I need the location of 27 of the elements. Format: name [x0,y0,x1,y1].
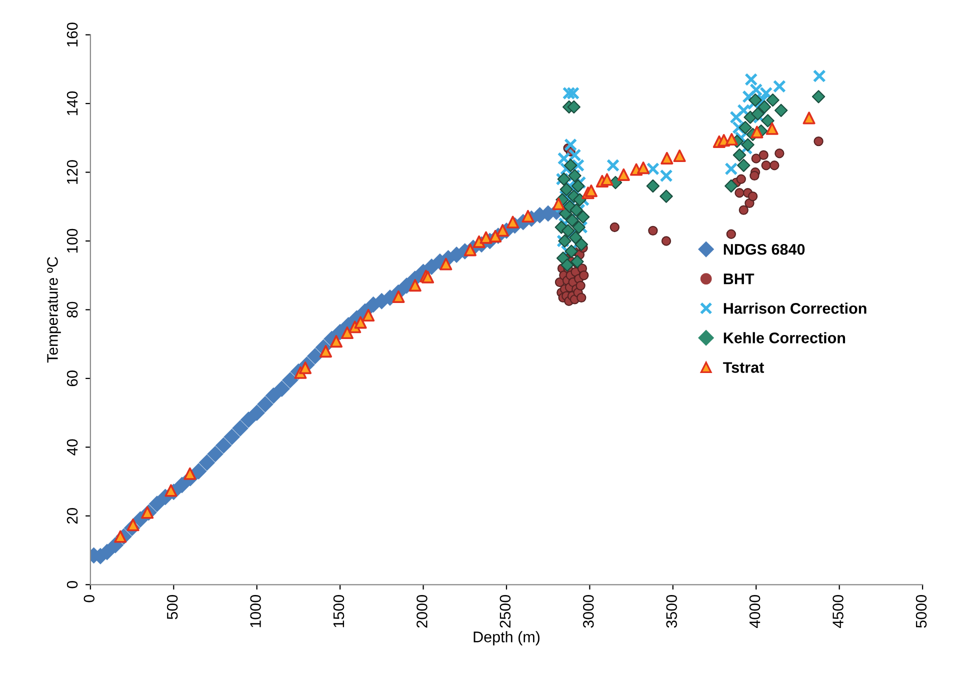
y-tick-label: 80 [66,302,78,318]
y-tick-label: 120 [66,160,78,184]
x-tick-label: 3000 [582,594,594,628]
y-axis-title: Temperature ºC [47,256,61,363]
legend-label: Tstrat [723,362,764,373]
legend-label: NDGS 6840 [724,244,805,255]
legend-label: BHT [724,274,754,284]
x-tick-label: 2000 [416,594,428,628]
y-tick-label: 100 [66,228,78,253]
y-tick-label: 140 [66,91,78,116]
y-tick-label: 20 [66,508,78,524]
legend-label: Harrison Correction [724,302,866,314]
x-tick-label: 1500 [333,594,344,628]
x-tick-label: 0 [84,594,95,602]
y-tick-label: 60 [66,370,78,386]
x-tick-label: 4000 [749,594,760,628]
y-tick-label: 160 [66,22,78,46]
legend-label: Kehle Correction [724,332,846,344]
x-tick-label: 1000 [250,594,261,628]
x-axis-title: Depth (m) [474,631,540,646]
x-tick-label: 500 [166,594,178,620]
y-tick-label: 0 [66,580,78,588]
y-tick-label: 40 [66,439,78,456]
x-tick-label: 3500 [666,594,678,628]
x-tick-label: 2500 [500,594,511,628]
x-tick-label: 5000 [916,594,927,628]
x-tick-label: 4500 [832,594,844,628]
